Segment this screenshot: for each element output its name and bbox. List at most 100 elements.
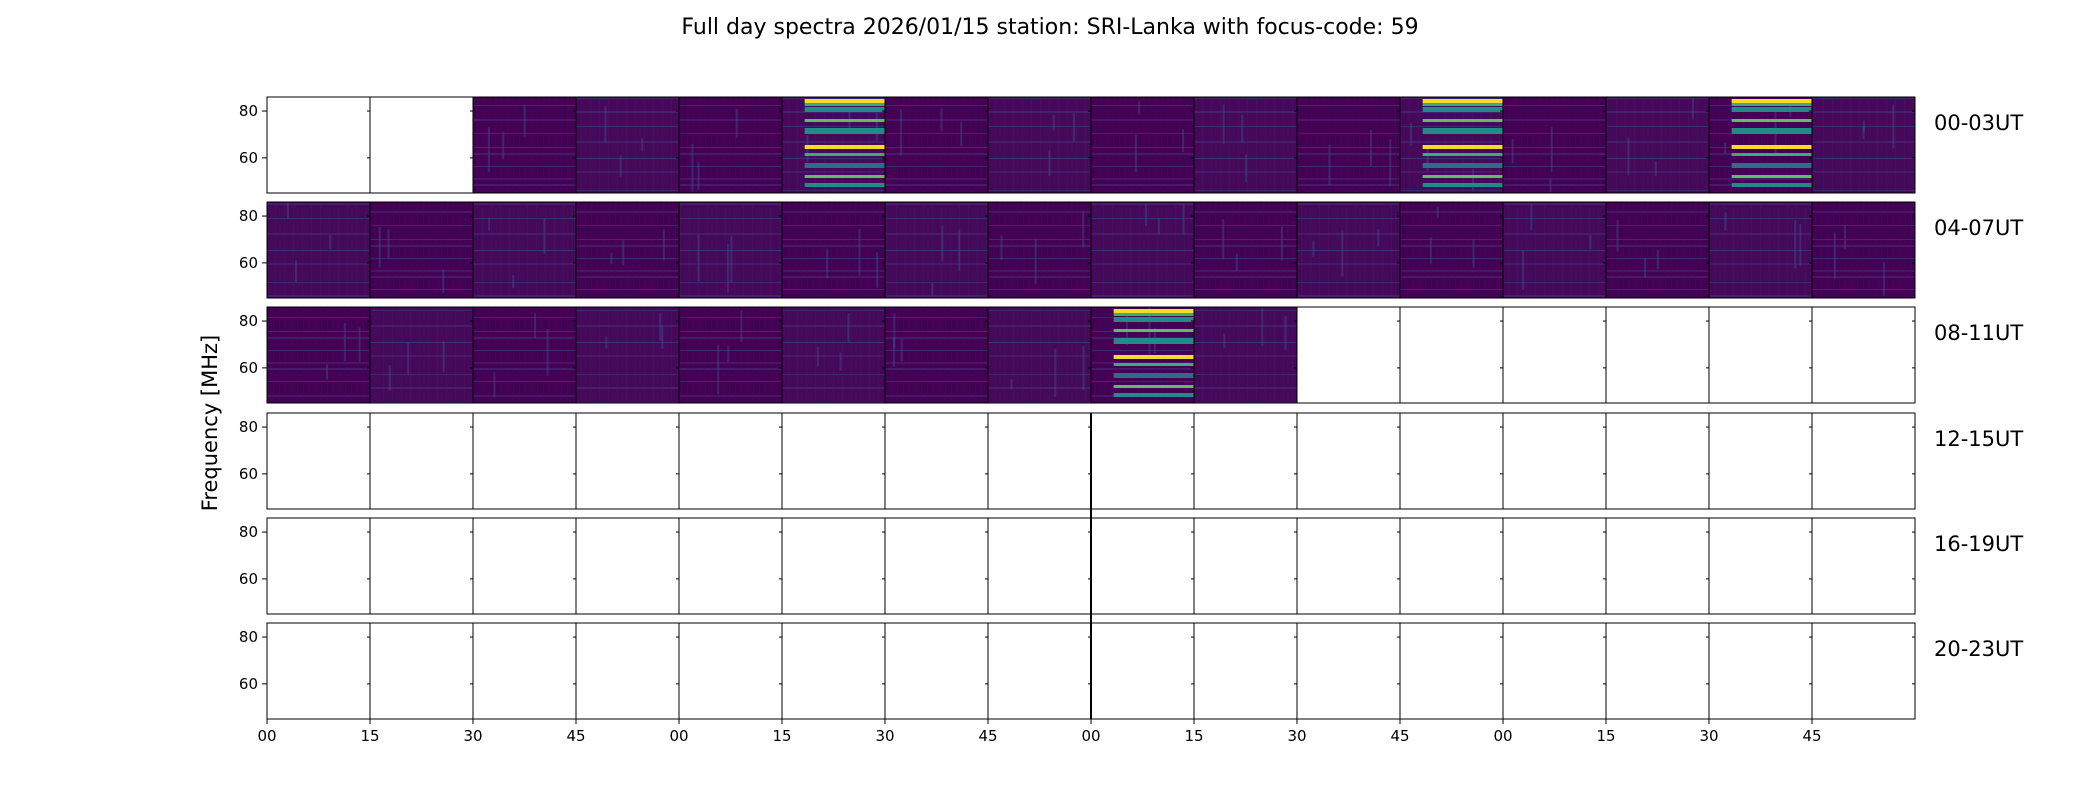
spectrum-panel bbox=[1296, 96, 1401, 194]
y-tick-label: 60 bbox=[239, 254, 258, 272]
spectrum-panel bbox=[781, 96, 886, 194]
spectrum-panel bbox=[575, 622, 680, 720]
spectrum-panel bbox=[1605, 517, 1710, 615]
spectrum-panel bbox=[884, 517, 989, 615]
spectrum-panel bbox=[884, 412, 989, 510]
spectrum-panel bbox=[1090, 306, 1195, 404]
row-label: 04-07UT bbox=[1934, 216, 2023, 240]
spectrum-panel bbox=[1193, 306, 1298, 404]
spectrum-panel bbox=[266, 201, 371, 299]
spectrum-panel bbox=[266, 412, 371, 510]
spectrum-panel bbox=[884, 622, 989, 720]
y-tick-label: 60 bbox=[239, 675, 258, 693]
chart-title: Full day spectra 2026/01/15 station: SRI… bbox=[681, 15, 1418, 40]
x-tick-label: 30 bbox=[1699, 727, 1718, 745]
x-tick-label: 00 bbox=[1493, 727, 1512, 745]
x-tick-label: 15 bbox=[1596, 727, 1615, 745]
spectrum-panel bbox=[781, 622, 886, 720]
spectrum-panel bbox=[575, 96, 680, 194]
spectra-row bbox=[266, 306, 1916, 404]
spectrum-panel bbox=[1090, 201, 1195, 299]
spectrum-panel bbox=[575, 412, 680, 510]
spectrum-panel bbox=[369, 306, 474, 404]
x-tick-label: 15 bbox=[360, 727, 379, 745]
spectrum-panel bbox=[472, 96, 577, 194]
row-label: 20-23UT bbox=[1934, 637, 2023, 661]
spectrum-panel bbox=[884, 306, 989, 404]
spectrum-panel bbox=[1708, 622, 1813, 720]
spectrum-panel bbox=[1193, 412, 1298, 510]
spectrum-panel bbox=[1811, 622, 1916, 720]
spectrum-panel bbox=[369, 96, 474, 194]
spectrum-panel bbox=[678, 201, 783, 299]
spectrum-panel bbox=[369, 412, 474, 510]
spectrum-panel bbox=[472, 306, 577, 404]
spectrum-panel bbox=[1296, 412, 1401, 510]
y-tick-label: 80 bbox=[239, 102, 258, 120]
spectrum-panel bbox=[1193, 201, 1298, 299]
spectrum-panel bbox=[1605, 201, 1710, 299]
spectrum-panel bbox=[1090, 622, 1195, 720]
spectrum-panel bbox=[1708, 306, 1813, 404]
spectrum-panel bbox=[678, 306, 783, 404]
x-tick-label: 45 bbox=[1390, 727, 1409, 745]
spectrum-panel bbox=[987, 96, 1092, 194]
row-label: 08-11UT bbox=[1934, 321, 2023, 345]
x-tick-label: 45 bbox=[978, 727, 997, 745]
y-tick-label: 80 bbox=[239, 418, 258, 436]
spectrum-panel bbox=[266, 96, 371, 194]
row-label: 12-15UT bbox=[1934, 427, 2023, 451]
spectrum-panel bbox=[1811, 517, 1916, 615]
spectrum-panel bbox=[472, 201, 577, 299]
spectrum-panel bbox=[678, 622, 783, 720]
spectrum-panel bbox=[987, 306, 1092, 404]
spectrum-panel bbox=[1502, 517, 1607, 615]
x-tick-label: 45 bbox=[566, 727, 585, 745]
x-tick-label: 00 bbox=[1081, 727, 1100, 745]
row-label: 16-19UT bbox=[1934, 532, 2023, 556]
spectrum-panel bbox=[1502, 201, 1607, 299]
spectrum-panel bbox=[266, 306, 371, 404]
y-axis-label: Frequency [MHz] bbox=[198, 335, 222, 511]
x-tick-label: 30 bbox=[463, 727, 482, 745]
spectrum-panel bbox=[1399, 306, 1504, 404]
spectrum-panel bbox=[266, 622, 371, 720]
spectra-row bbox=[266, 96, 1916, 194]
spectrum-panel bbox=[781, 306, 886, 404]
y-tick-label: 60 bbox=[239, 149, 258, 167]
spectrum-panel bbox=[884, 96, 989, 194]
spectrum-panel bbox=[266, 517, 371, 615]
spectrum-panel bbox=[678, 412, 783, 510]
y-tick-label: 80 bbox=[239, 628, 258, 646]
spectrum-panel bbox=[1193, 622, 1298, 720]
spectrum-panel bbox=[678, 517, 783, 615]
y-tick-label: 80 bbox=[239, 207, 258, 225]
spectrum-panel bbox=[1296, 622, 1401, 720]
spectrum-panel bbox=[1399, 412, 1504, 510]
spectrum-panel bbox=[1399, 96, 1504, 194]
spectrum-panel bbox=[369, 201, 474, 299]
spectrum-panel bbox=[1296, 201, 1401, 299]
spectrum-panel bbox=[1502, 412, 1607, 510]
spectrum-panel bbox=[1605, 306, 1710, 404]
spectrum-panel bbox=[472, 412, 577, 510]
spectrum-panel bbox=[1399, 517, 1504, 615]
x-tick-label: 15 bbox=[1184, 727, 1203, 745]
spectrum-panel bbox=[1811, 96, 1916, 194]
spectrum-panel bbox=[1090, 517, 1195, 615]
spectrum-panel bbox=[1708, 96, 1813, 194]
spectrum-panel bbox=[1605, 622, 1710, 720]
spectrum-panel bbox=[678, 96, 783, 194]
spectrum-panel bbox=[1502, 96, 1607, 194]
spectrum-panel bbox=[781, 517, 886, 615]
spectrum-panel bbox=[369, 622, 474, 720]
y-tick-label: 60 bbox=[239, 359, 258, 377]
x-tick-label: 00 bbox=[257, 727, 276, 745]
spectrum-panel bbox=[575, 517, 680, 615]
y-tick-label: 80 bbox=[239, 523, 258, 541]
row-label: 00-03UT bbox=[1934, 111, 2023, 135]
spectrum-panel bbox=[1605, 96, 1710, 194]
x-tick-label: 30 bbox=[1287, 727, 1306, 745]
spectrum-panel bbox=[1605, 412, 1710, 510]
spectrum-panel bbox=[1708, 412, 1813, 510]
